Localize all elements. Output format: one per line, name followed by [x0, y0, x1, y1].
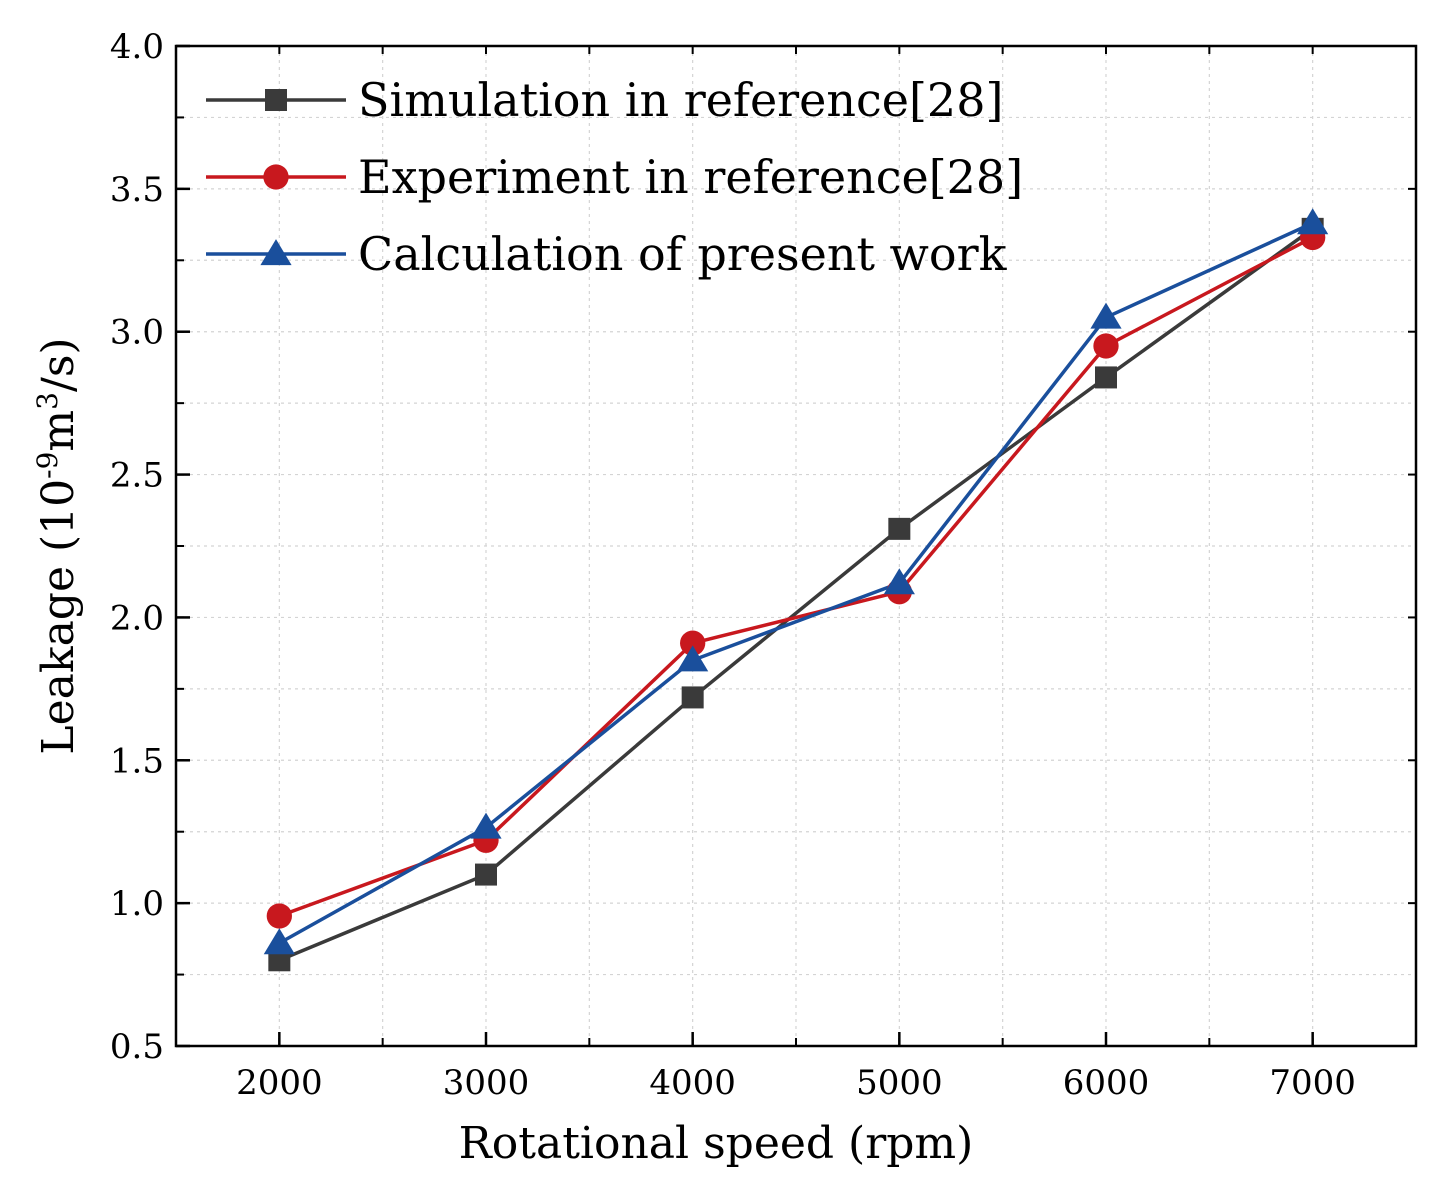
y-axis-title: Leakage (10-9m3/s) [31, 337, 84, 754]
data-point-square [888, 517, 911, 540]
data-point-square [268, 949, 291, 972]
legend-label: Simulation in reference[28] [358, 73, 1003, 127]
y-axis-title-prefix: Leakage (10 [33, 479, 84, 755]
x-tick-label: 5000 [856, 1063, 943, 1103]
y-tick-label: 4.0 [110, 27, 164, 67]
data-point-triangle [677, 645, 709, 672]
data-point-circle [1093, 333, 1119, 359]
data-point-triangle [1297, 208, 1329, 235]
x-tick-label: 4000 [649, 1063, 736, 1103]
y-tick-label: 0.5 [110, 1027, 164, 1067]
x-tick-label: 7000 [1269, 1063, 1356, 1103]
data-point-triangle [1090, 302, 1122, 329]
y-tick-label: 1.0 [110, 884, 164, 924]
legend-marker-triangle [260, 239, 292, 266]
legend-label: Calculation of present work [358, 227, 1008, 281]
y-tick-label: 3.5 [110, 170, 164, 210]
series-line-square [278, 227, 1314, 962]
y-tick-label: 3.0 [110, 313, 164, 353]
legend-marker-square [265, 89, 287, 111]
y-tick-label: 2.5 [110, 456, 164, 496]
data-point-circle [680, 630, 706, 656]
y-axis-title-exp1: -9 [31, 452, 64, 479]
axis-ticks: 2000 3000 4000 5000 6000 7000 0.5 1.0 1.5 2.0 2.5 3… [110, 27, 1416, 1103]
data-point-triangle [883, 568, 915, 595]
x-tick-label: 6000 [1063, 1063, 1150, 1103]
x-axis-title: Rotational speed (rpm) [459, 1118, 974, 1169]
y-axis-title-mid: m [33, 410, 84, 452]
data-point-square [1095, 366, 1117, 389]
legend-marker-circle [263, 164, 289, 190]
x-tick-label: 2000 [236, 1063, 323, 1103]
data-point-triangle [470, 812, 502, 839]
y-axis-title-exp2: 3 [31, 392, 64, 410]
series-line-circle [278, 235, 1314, 918]
x-tick-label: 3000 [443, 1063, 530, 1103]
data-point-triangle [263, 928, 295, 955]
data-point-square [681, 686, 704, 709]
y-tick-label: 2.0 [110, 598, 164, 638]
y-axis-title-suffix: /s) [33, 337, 84, 392]
legend: Simulation in reference[28] Experiment in… [206, 73, 1023, 281]
data-point-circle [266, 903, 292, 929]
series-line-triangle [278, 221, 1314, 945]
series-markers [263, 208, 1329, 972]
legend-label: Experiment in reference[28] [358, 150, 1023, 204]
series-lines [278, 221, 1314, 962]
y-tick-label: 1.5 [110, 741, 164, 781]
data-point-square [475, 863, 497, 886]
